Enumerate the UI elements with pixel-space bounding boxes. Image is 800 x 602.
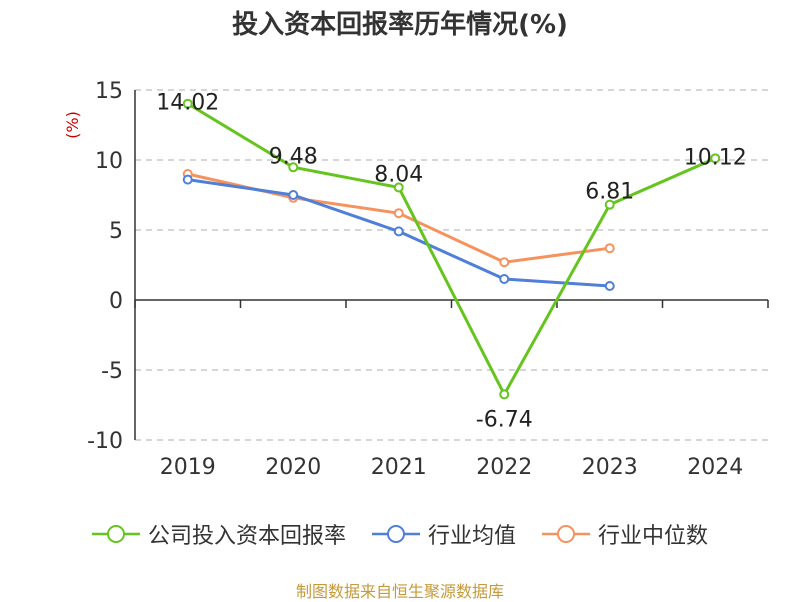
data-point-company (182, 98, 193, 109)
legend-swatch-industry-median (542, 525, 590, 543)
data-point-industry_median (393, 208, 404, 219)
data-point-industry_avg (499, 274, 510, 284)
x-tick-label: 2024 (687, 455, 743, 480)
series-line-company (186, 102, 716, 396)
data-label-company: 14.02 (156, 91, 219, 116)
data-point-industry_avg (604, 281, 615, 291)
data-point-industry_avg (393, 226, 404, 237)
legend-swatch-company (91, 525, 140, 543)
data-label-company: 9.48 (269, 144, 318, 169)
data-label-company: -6.74 (476, 407, 533, 432)
legend-swatch-industry-avg (371, 525, 420, 543)
y-tick-label: 5 (109, 219, 123, 244)
data-label-company: 8.04 (374, 162, 423, 187)
legend-item-company[interactable]: 公司投入资本回报率 (91, 518, 346, 550)
legend-item-industry-avg[interactable]: 行业均值 (371, 518, 516, 550)
y-tick-label: 15 (95, 79, 123, 104)
x-tick-label: 2019 (160, 455, 216, 480)
data-point-company (604, 199, 615, 210)
legend-label-industry-avg: 行业均值 (427, 524, 516, 549)
data-label-company: 6.81 (585, 180, 634, 205)
data-point-company (499, 389, 510, 400)
source-note: 制图数据来自恒生聚源数据库 (295, 582, 504, 601)
legend-label-industry-median: 行业中位数 (598, 524, 709, 549)
legend: 公司投入资本回报率 行业均值 行业中位数 (0, 518, 800, 550)
legend-item-industry-median[interactable]: 行业中位数 (542, 518, 708, 550)
data-point-industry_avg (182, 174, 193, 185)
legend-marker-industry-avg (386, 525, 405, 543)
x-tick-label: 2021 (371, 455, 427, 480)
data-point-industry_median (499, 257, 510, 268)
data-point-industry_median (604, 243, 615, 254)
data-point-company (710, 153, 721, 164)
y-axis-unit-label: (%) (63, 111, 82, 139)
y-tick-label: 10 (95, 149, 123, 174)
legend-label-company: 公司投入资本回报率 (147, 524, 346, 549)
y-tick-label: -10 (87, 429, 123, 454)
y-tick-label: -5 (101, 359, 123, 384)
x-tick-label: 2023 (582, 455, 638, 480)
data-point-company (288, 162, 299, 173)
x-tick-label: 2020 (265, 455, 321, 480)
legend-marker-industry-median (557, 525, 575, 543)
data-label-company: 10.12 (684, 145, 747, 170)
legend-marker-company (106, 525, 125, 543)
chart-title: 投入资本回报率历年情况(%) (232, 10, 568, 40)
data-point-company (393, 182, 404, 193)
x-tick-label: 2022 (476, 455, 532, 480)
y-tick-label: 0 (109, 289, 123, 314)
data-point-industry_avg (288, 190, 299, 200)
